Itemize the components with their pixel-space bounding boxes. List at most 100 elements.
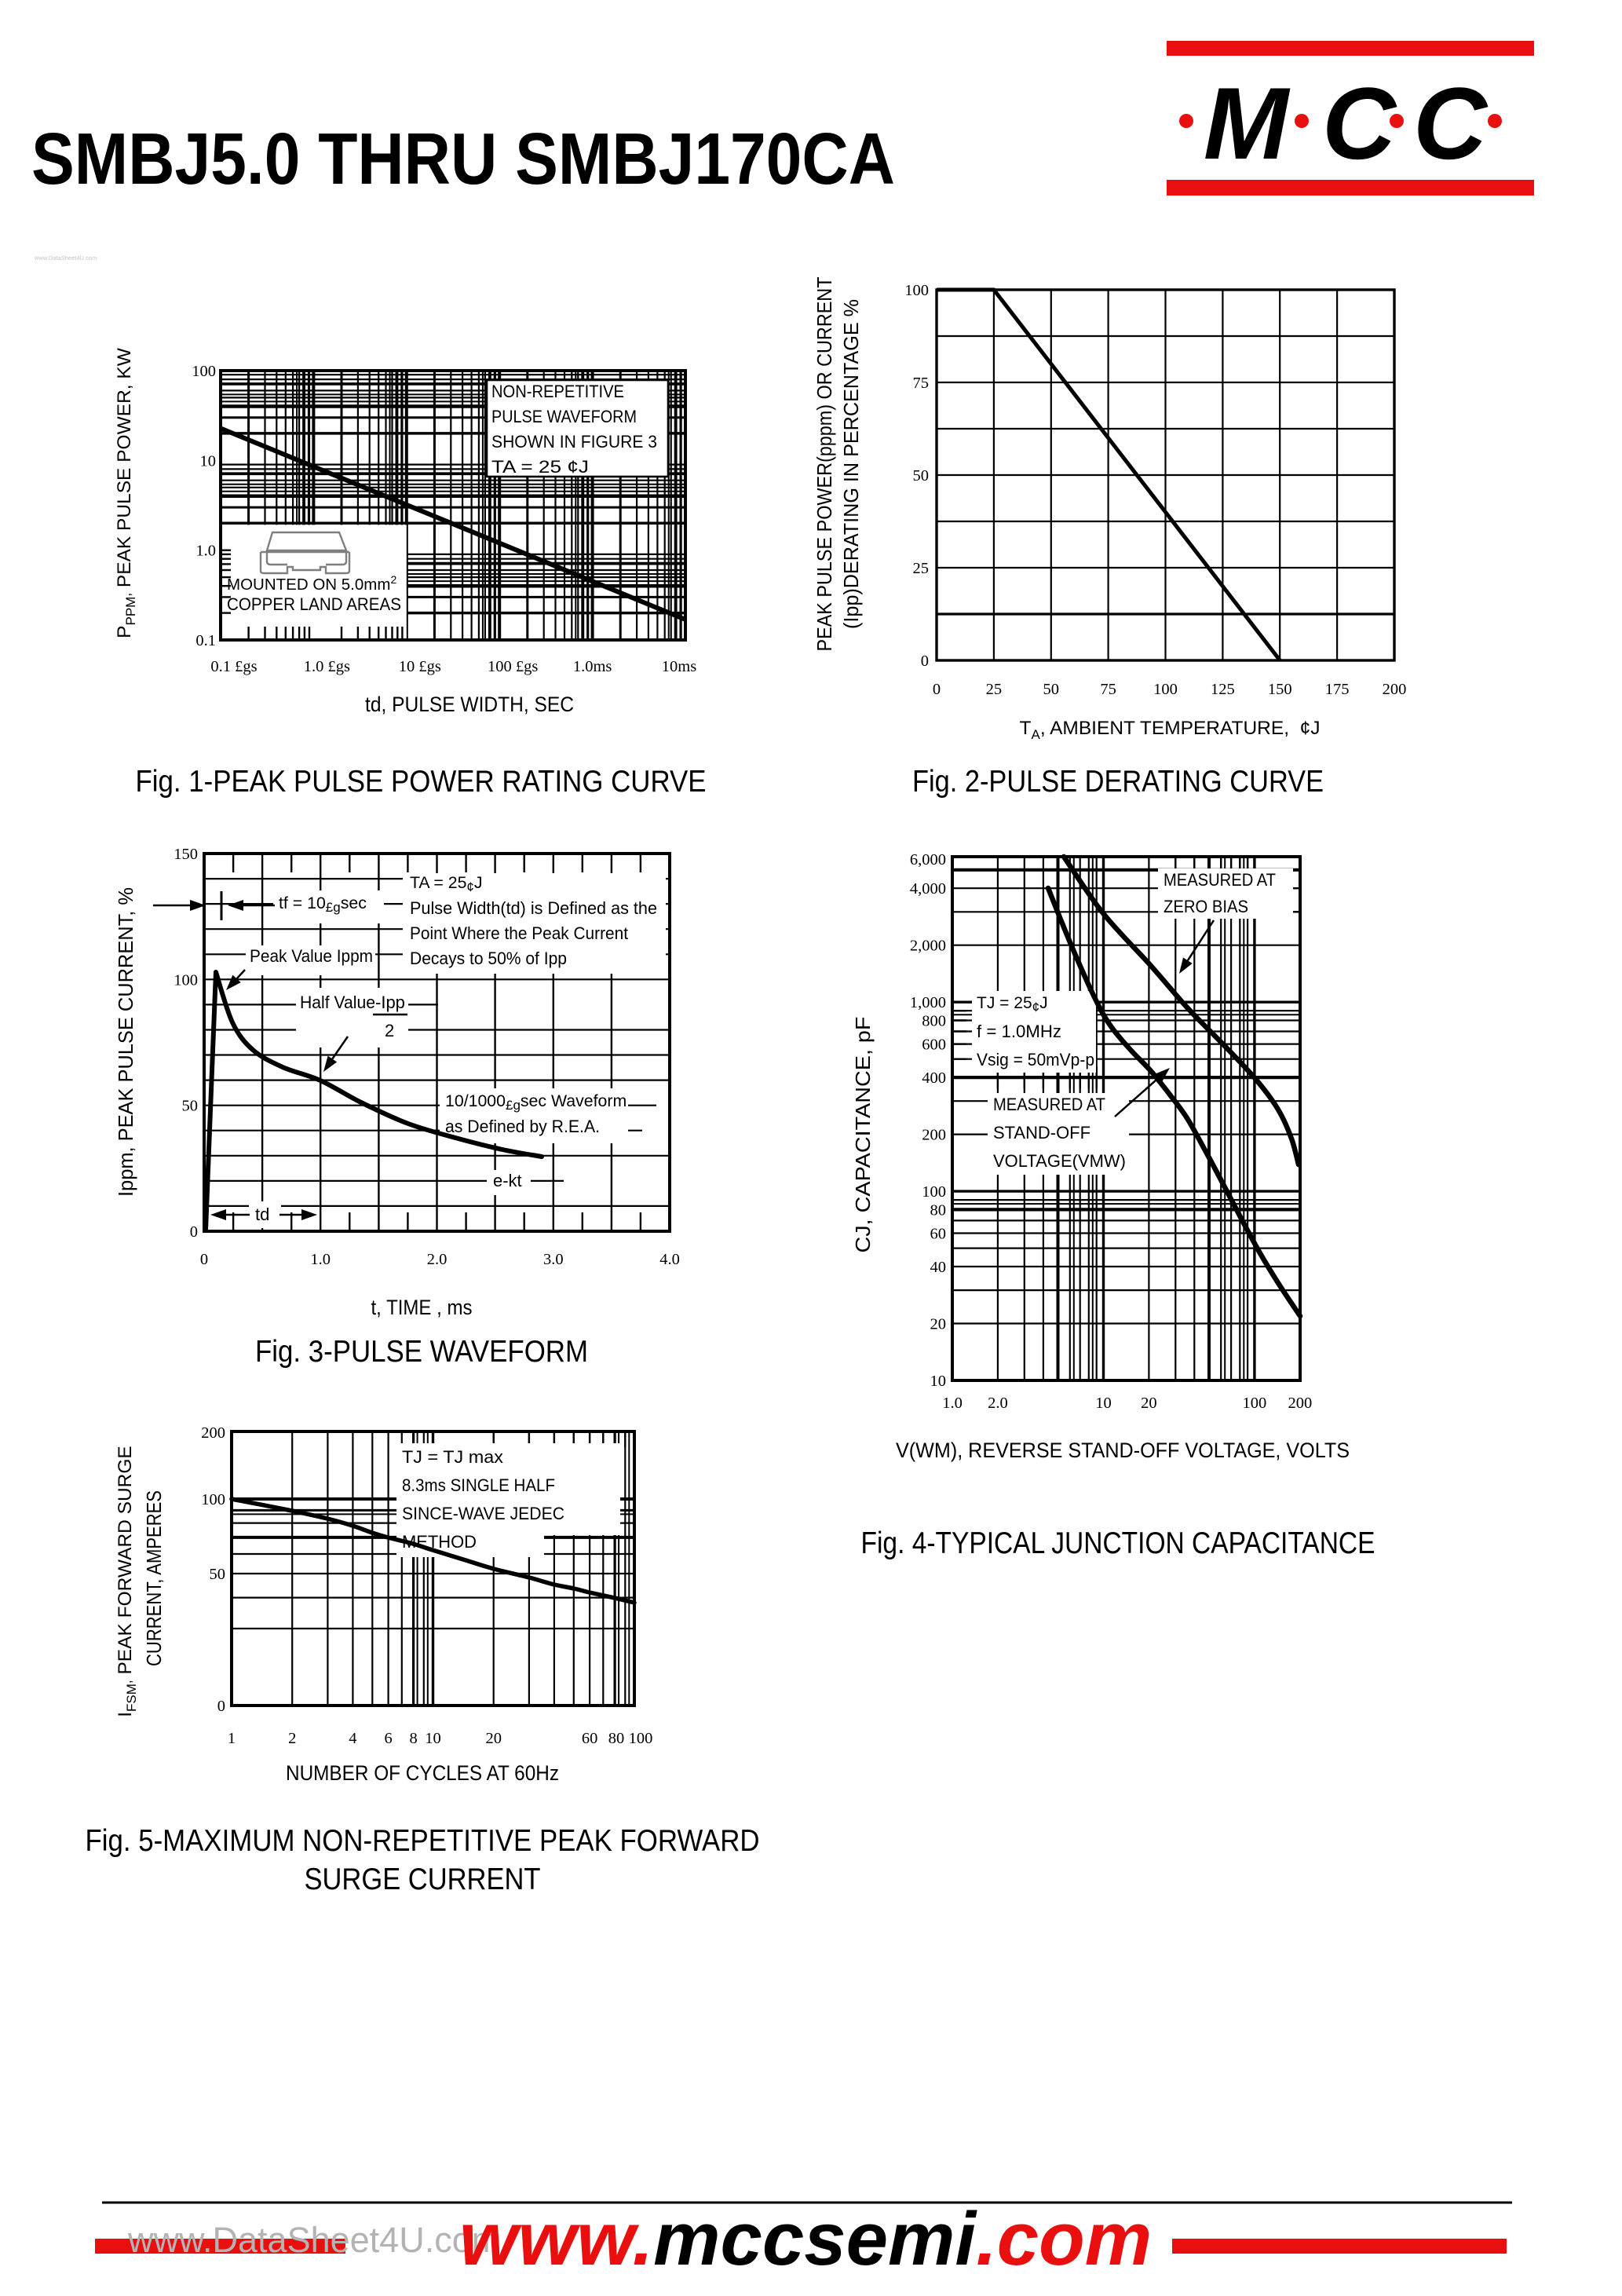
svg-text:100: 100	[922, 1183, 946, 1201]
svg-text:MEASURED AT: MEASURED AT	[1164, 870, 1276, 890]
svg-text:0: 0	[200, 1251, 208, 1268]
svg-text:Fig. 2-PULSE DERATING CURVE: Fig. 2-PULSE DERATING CURVE	[912, 765, 1324, 799]
svg-text:IFSM, PEAK FORWARD SURGE: IFSM, PEAK FORWARD SURGE	[115, 1446, 139, 1717]
svg-text:50: 50	[1043, 681, 1060, 698]
svg-text:C: C	[1322, 66, 1397, 181]
svg-text:Half Value: Half Value	[300, 993, 375, 1012]
svg-text:150: 150	[1268, 681, 1292, 698]
svg-text:td, PULSE WIDTH, SEC: td, PULSE WIDTH, SEC	[365, 693, 574, 716]
svg-text:www.mccsemi.com: www.mccsemi.com	[459, 2197, 1152, 2281]
svg-text:6: 6	[384, 1730, 392, 1747]
svg-text:100: 100	[629, 1730, 653, 1747]
svg-text:200: 200	[922, 1127, 946, 1144]
svg-text:0: 0	[921, 653, 929, 670]
svg-text:2.0: 2.0	[427, 1251, 448, 1268]
svg-text:2: 2	[385, 1021, 394, 1040]
svg-text:as Defined by R.E.A.: as Defined by R.E.A.	[445, 1117, 600, 1136]
svg-text:4: 4	[349, 1730, 356, 1747]
svg-text:10ms: 10ms	[662, 658, 696, 675]
svg-text:Vsig = 50mVp-p: Vsig = 50mVp-p	[977, 1050, 1094, 1069]
svg-text:TJ = TJ max: TJ = TJ max	[402, 1447, 503, 1467]
svg-text:NUMBER OF CYCLES AT 60Hz: NUMBER OF CYCLES AT 60Hz	[286, 1761, 559, 1785]
svg-text:4,000: 4,000	[910, 880, 946, 898]
svg-text:f = 1.0MHz: f = 1.0MHz	[977, 1022, 1061, 1041]
svg-text:1.0ms: 1.0ms	[573, 658, 612, 675]
svg-text:2: 2	[288, 1730, 296, 1747]
svg-text:SURGE CURRENT: SURGE CURRENT	[305, 1863, 541, 1896]
svg-text:10/1000£gsec Waveform: 10/1000£gsec Waveform	[445, 1091, 627, 1113]
svg-text:SINCE-WAVE JEDEC: SINCE-WAVE JEDEC	[402, 1504, 564, 1523]
svg-text:www.DataSheet4U.com: www.DataSheet4U.com	[127, 2220, 501, 2260]
svg-text:50: 50	[182, 1098, 199, 1115]
svg-text:100: 100	[174, 971, 198, 989]
svg-text:600: 600	[922, 1036, 946, 1054]
svg-text:200: 200	[1288, 1395, 1313, 1412]
svg-text:20: 20	[485, 1730, 502, 1747]
svg-text:NON-REPETITIVE: NON-REPETITIVE	[491, 382, 624, 401]
svg-text:200: 200	[201, 1424, 225, 1442]
svg-text:STAND-OFF: STAND-OFF	[993, 1123, 1090, 1143]
svg-text:10: 10	[200, 452, 217, 470]
svg-text:100: 100	[192, 363, 216, 380]
svg-text:Fig. 3-PULSE WAVEFORM: Fig. 3-PULSE WAVEFORM	[255, 1335, 588, 1369]
svg-text:VOLTAGE(VMW): VOLTAGE(VMW)	[993, 1151, 1126, 1171]
svg-text:50: 50	[210, 1566, 226, 1583]
svg-text:400: 400	[922, 1069, 946, 1087]
svg-text:2,000: 2,000	[910, 938, 946, 955]
svg-text:10: 10	[1095, 1395, 1112, 1412]
svg-text:10: 10	[425, 1730, 441, 1747]
svg-text:1.0: 1.0	[195, 543, 216, 560]
svg-text:PEAK PULSE POWER(pppm) OR CURR: PEAK PULSE POWER(pppm) OR CURRENT	[813, 276, 836, 651]
svg-text:Peak Value Ippm: Peak Value Ippm	[250, 946, 373, 966]
svg-text:8: 8	[409, 1730, 417, 1747]
svg-text:-Ipp: -Ipp	[375, 993, 405, 1012]
svg-text:Pulse Width(td) is Defined as: Pulse Width(td) is Defined as the	[410, 898, 657, 918]
svg-text:20: 20	[1141, 1395, 1157, 1412]
svg-text:80: 80	[608, 1730, 625, 1747]
svg-text:100: 100	[1153, 681, 1178, 698]
svg-text:METHOD: METHOD	[402, 1532, 477, 1552]
svg-text:40: 40	[930, 1259, 947, 1276]
svg-text:150: 150	[174, 846, 198, 863]
svg-text:1.0: 1.0	[942, 1395, 963, 1412]
svg-text:10: 10	[930, 1373, 947, 1390]
svg-text:10 £gs: 10 £gs	[399, 658, 441, 675]
svg-text:PPPM, PEAK PULSE POWER, KW: PPPM, PEAK PULSE POWER, KW	[114, 347, 138, 638]
svg-text:MOUNTED ON 5.0mm2: MOUNTED ON 5.0mm2	[227, 573, 396, 594]
svg-text:MEASURED AT: MEASURED AT	[993, 1095, 1105, 1114]
svg-text:75: 75	[913, 375, 930, 392]
svg-text:V(WM), REVERSE STAND-OFF VOLTA: V(WM), REVERSE STAND-OFF VOLTAGE, VOLTS	[896, 1439, 1350, 1462]
svg-text:TA, AMBIENT TEMPERATURE, ¢J: TA, AMBIENT TEMPERATURE, ¢J	[1020, 718, 1321, 742]
svg-text:Decays to 50% of Ipp: Decays to 50% of Ipp	[410, 949, 567, 968]
svg-text:CURRENT, AMPERES: CURRENT, AMPERES	[142, 1490, 166, 1666]
svg-text:50: 50	[913, 467, 930, 484]
svg-text:PULSE WAVEFORM: PULSE WAVEFORM	[491, 407, 637, 426]
svg-text:80: 80	[930, 1201, 947, 1219]
svg-text:tf = 10£gsec: tf = 10£gsec	[279, 894, 367, 915]
svg-text:60: 60	[930, 1226, 947, 1243]
svg-text:1: 1	[228, 1730, 236, 1747]
svg-text:0: 0	[190, 1223, 198, 1241]
svg-text:CJ, CAPACITANCE, pF: CJ, CAPACITANCE, pF	[851, 1017, 875, 1253]
svg-text:125: 125	[1211, 681, 1235, 698]
svg-text:2.0: 2.0	[988, 1395, 1008, 1412]
svg-text:1.0 £gs: 1.0 £gs	[304, 658, 350, 675]
svg-text:100: 100	[1243, 1395, 1267, 1412]
svg-text:Ippm, PEAK PULSE CURRENT, %: Ippm, PEAK PULSE CURRENT, %	[114, 887, 137, 1197]
svg-text:75: 75	[1100, 681, 1116, 698]
svg-text:Point Where the Peak Current: Point Where the Peak Current	[410, 923, 628, 943]
svg-text:0: 0	[933, 681, 941, 698]
svg-text:60: 60	[582, 1730, 598, 1747]
svg-text:TJ = 25¢J: TJ = 25¢J	[977, 994, 1048, 1015]
svg-text:ZERO BIAS: ZERO BIAS	[1164, 897, 1248, 916]
svg-text:(Ipp)DERATING IN PERCENTAGE %: (Ipp)DERATING IN PERCENTAGE %	[839, 299, 863, 629]
svg-text:Fig. 5-MAXIMUM NON-REPETITIVE: Fig. 5-MAXIMUM NON-REPETITIVE PEAK FORWA…	[86, 1824, 760, 1858]
svg-text:SMBJ5.0 THRU SMBJ170CA: SMBJ5.0 THRU SMBJ170CA	[31, 118, 895, 199]
svg-text:25: 25	[913, 560, 930, 577]
svg-text:Fig. 4-TYPICAL JUNCTION CAPACI: Fig. 4-TYPICAL JUNCTION CAPACITANCE	[861, 1526, 1375, 1560]
svg-text:8.3ms SINGLE HALF: 8.3ms SINGLE HALF	[402, 1475, 555, 1495]
svg-text:4.0: 4.0	[659, 1251, 680, 1268]
svg-text:Fig. 1-PEAK PULSE POWER RATING: Fig. 1-PEAK PULSE POWER RATING CURVE	[136, 765, 707, 799]
svg-text:1,000: 1,000	[910, 994, 946, 1011]
svg-text:175: 175	[1325, 681, 1350, 698]
